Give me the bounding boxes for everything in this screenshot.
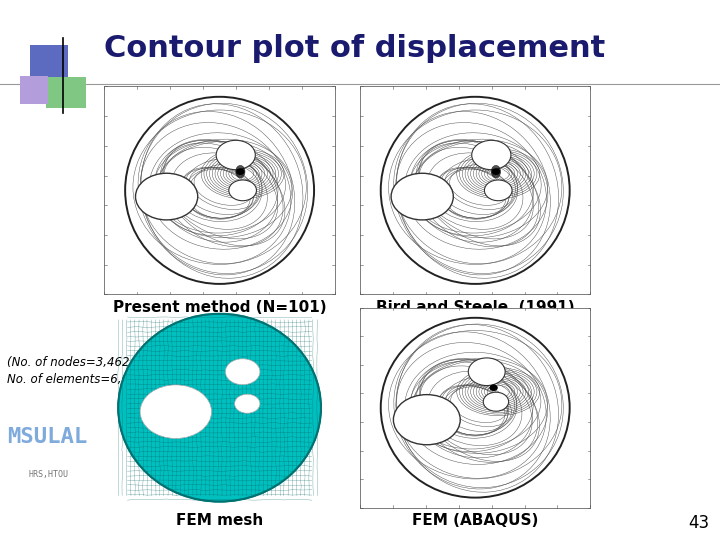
Circle shape xyxy=(140,385,212,438)
Bar xyxy=(360,308,590,508)
Circle shape xyxy=(135,173,198,220)
Circle shape xyxy=(216,140,256,170)
Circle shape xyxy=(483,392,508,411)
Text: FEM mesh: FEM mesh xyxy=(176,513,264,528)
Circle shape xyxy=(229,180,256,201)
Text: FEM (ABAQUS): FEM (ABAQUS) xyxy=(412,513,539,528)
Bar xyxy=(20,76,48,104)
Bar xyxy=(46,77,86,108)
Circle shape xyxy=(468,358,505,386)
Ellipse shape xyxy=(118,314,321,502)
Text: HRS,HTOU: HRS,HTOU xyxy=(29,470,69,479)
Text: Contour plot of displacement: Contour plot of displacement xyxy=(104,34,606,63)
Ellipse shape xyxy=(381,97,570,284)
Circle shape xyxy=(490,385,497,390)
Bar xyxy=(104,86,335,294)
Circle shape xyxy=(492,169,500,174)
Text: Present method (N=101): Present method (N=101) xyxy=(113,300,326,315)
Text: Bird and Steele  (1991): Bird and Steele (1991) xyxy=(376,300,575,315)
Bar xyxy=(360,86,590,294)
Circle shape xyxy=(485,180,512,201)
Circle shape xyxy=(393,395,460,445)
Ellipse shape xyxy=(125,97,314,284)
Circle shape xyxy=(225,359,260,384)
Text: (No. of nodes=3,462,
No. of elements=6,606): (No. of nodes=3,462, No. of elements=6,6… xyxy=(7,356,149,387)
Circle shape xyxy=(472,140,511,170)
Text: MSULAL: MSULAL xyxy=(7,427,87,447)
Bar xyxy=(30,45,68,84)
Circle shape xyxy=(391,173,454,220)
Circle shape xyxy=(235,394,260,413)
Ellipse shape xyxy=(381,318,570,498)
Circle shape xyxy=(237,169,244,174)
Text: 43: 43 xyxy=(688,514,709,532)
